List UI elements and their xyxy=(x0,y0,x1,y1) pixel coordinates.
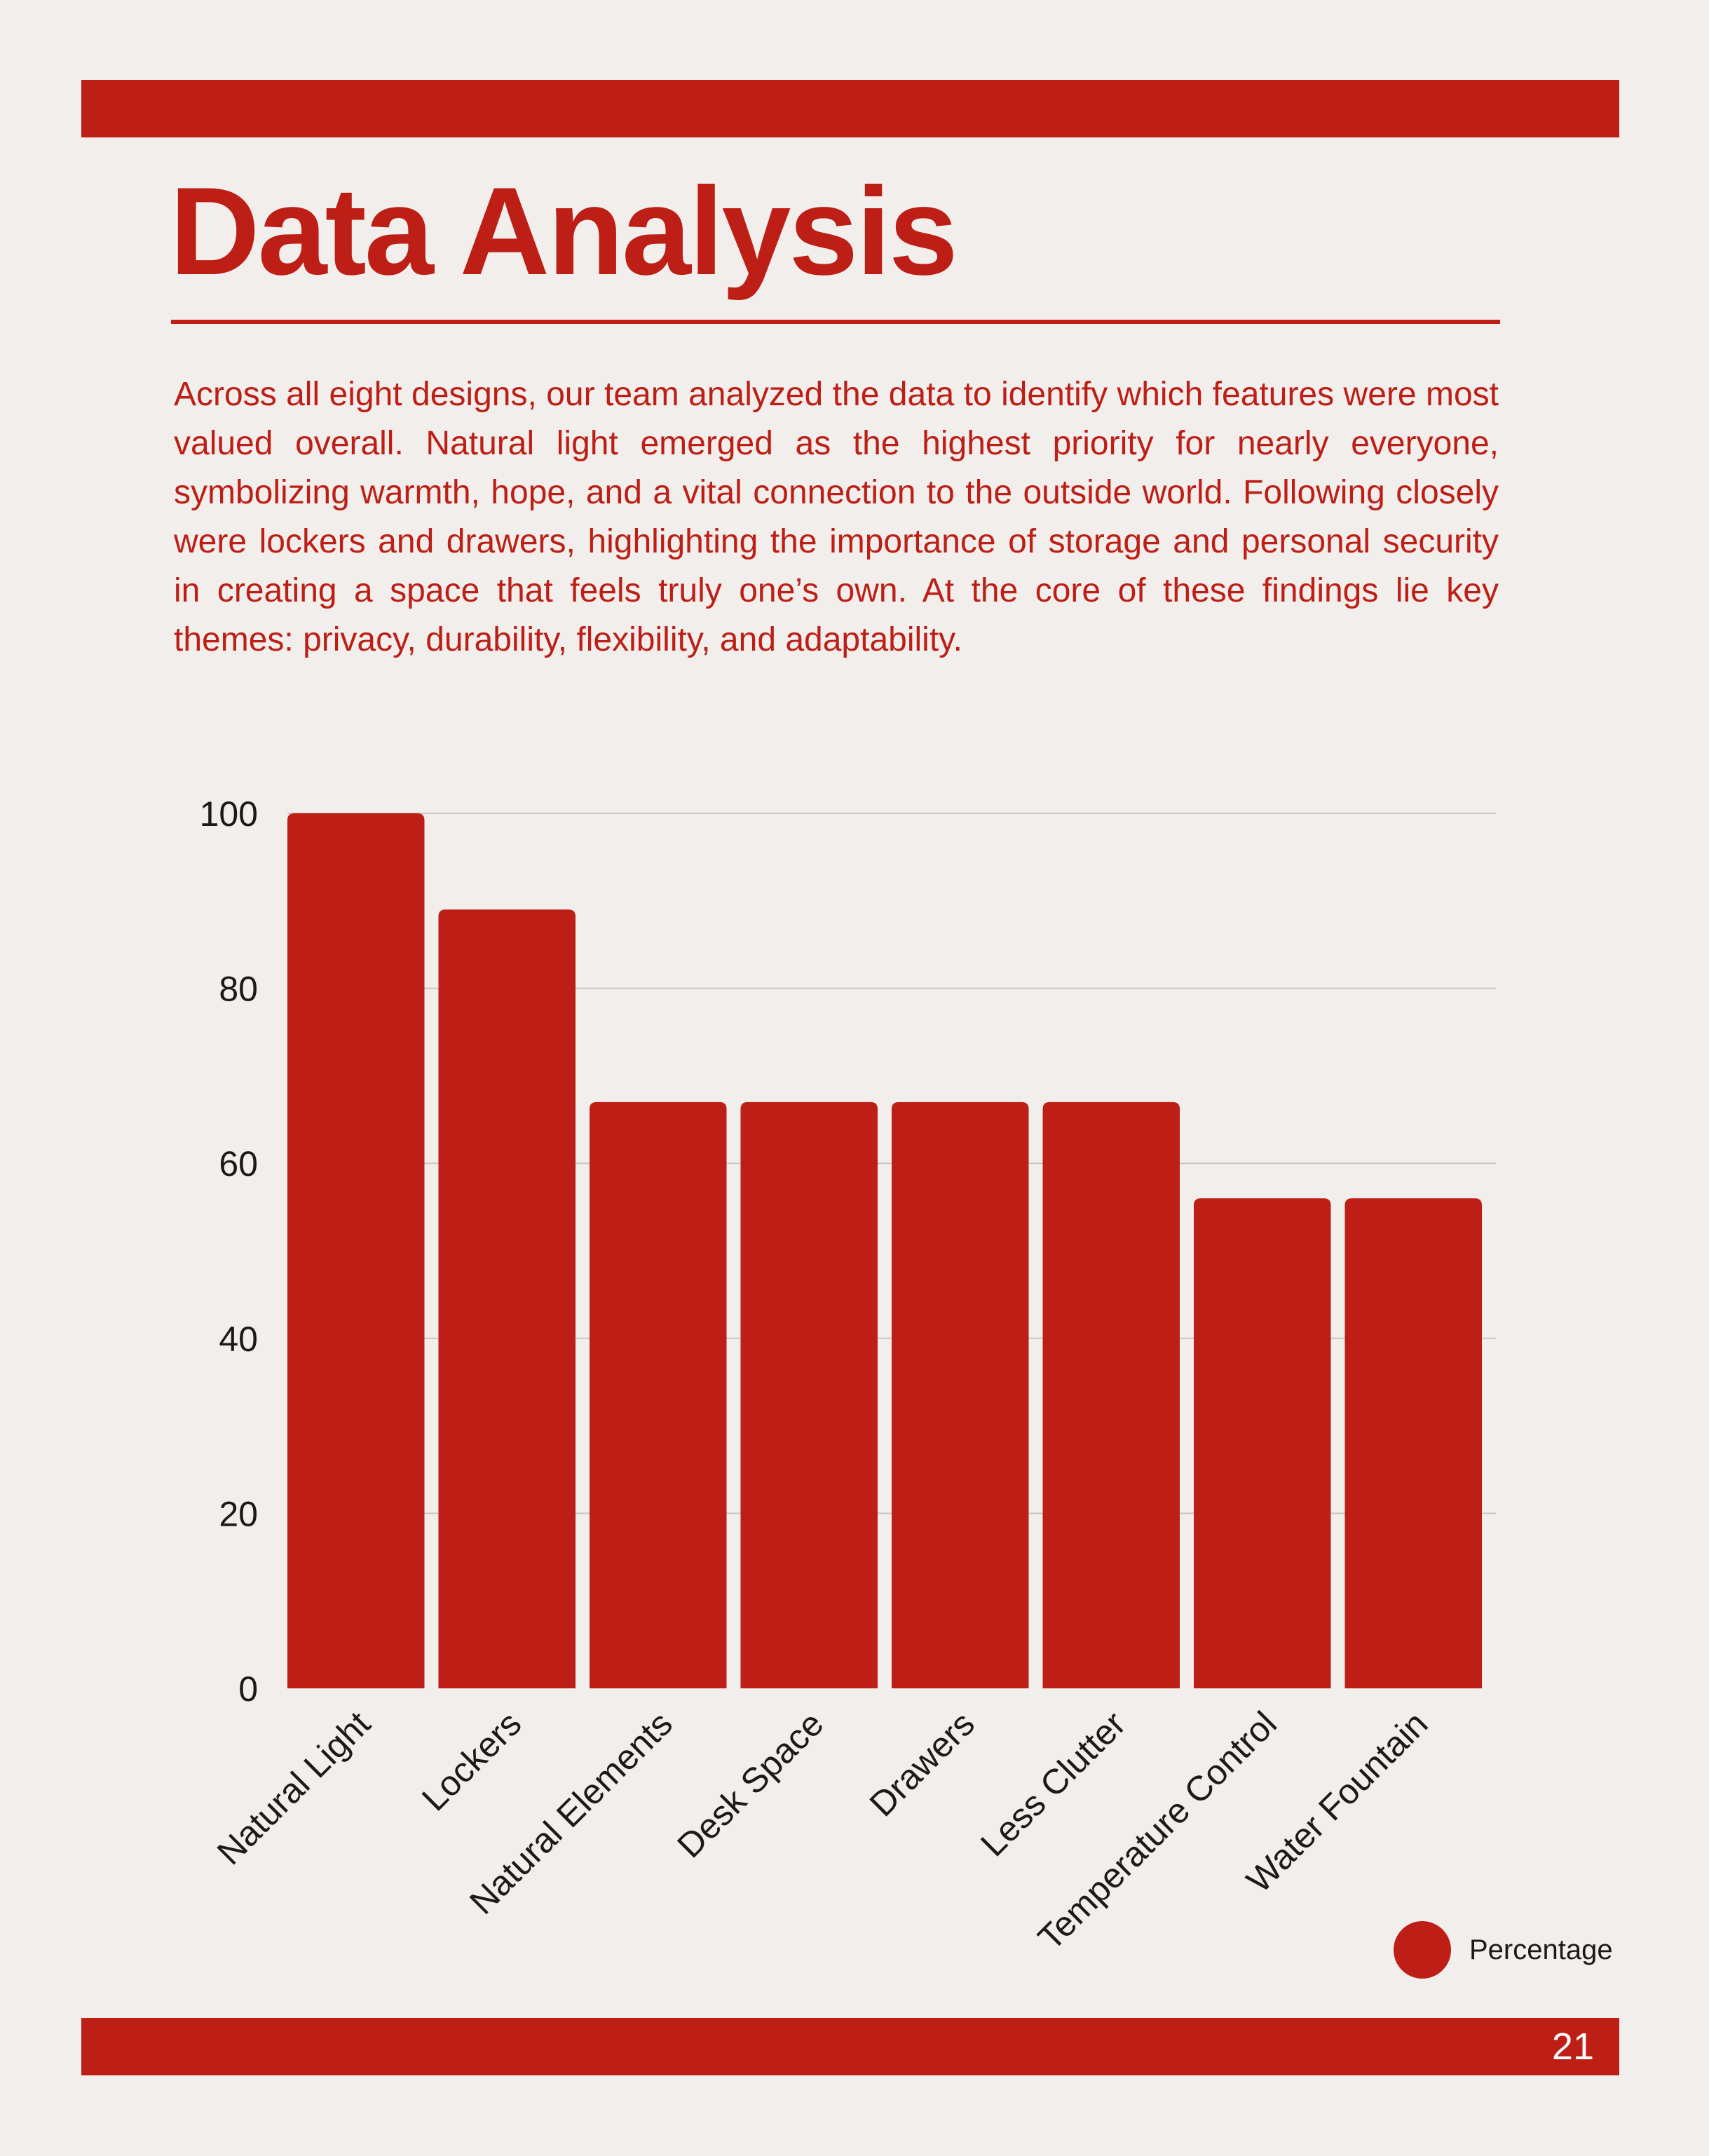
y-tick-label: 100 xyxy=(200,794,258,834)
bar xyxy=(892,1101,1029,1688)
x-category-label: Drawers xyxy=(862,1704,982,1824)
y-tick-label: 60 xyxy=(219,1144,258,1184)
bar xyxy=(287,813,425,1688)
legend-swatch xyxy=(1394,1921,1451,1979)
x-category-label: Lockers xyxy=(414,1704,529,1818)
bottom-accent-band: 21 xyxy=(81,2018,1619,2075)
top-accent-band xyxy=(81,80,1619,137)
y-tick-label: 40 xyxy=(219,1320,258,1359)
x-category-label: Less Clutter xyxy=(973,1704,1133,1864)
page-number: 21 xyxy=(1551,2026,1594,2068)
bar xyxy=(438,909,576,1688)
title-underline xyxy=(171,320,1500,324)
y-tick-label: 0 xyxy=(238,1669,258,1709)
bar xyxy=(590,1101,727,1688)
bar xyxy=(1194,1198,1331,1688)
chart-legend: Percentage xyxy=(1394,1921,1613,1979)
bar xyxy=(1042,1101,1180,1688)
page-title: Data Analysis xyxy=(170,161,958,301)
legend-label: Percentage xyxy=(1469,1934,1613,1965)
x-category-label: Desk Space xyxy=(669,1704,831,1865)
y-tick-label: 20 xyxy=(219,1494,258,1533)
bar xyxy=(1344,1198,1482,1688)
bar xyxy=(740,1101,878,1688)
x-category-label: Natural Light xyxy=(210,1704,378,1872)
y-tick-label: 80 xyxy=(219,970,258,1009)
body-paragraph: Across all eight designs, our team analy… xyxy=(174,376,1499,658)
